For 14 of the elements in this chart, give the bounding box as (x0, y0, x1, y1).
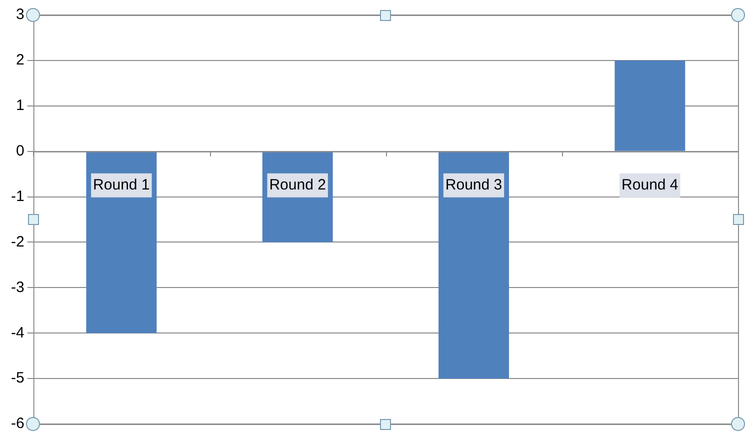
y-tick-label: 0 (16, 142, 24, 160)
y-tick-label: 2 (16, 52, 24, 69)
y-tick-label: -5 (10, 370, 24, 387)
x-tick-label: Round 3 (445, 176, 502, 194)
y-tick-label: -1 (10, 188, 24, 205)
y-tick-label: -6 (10, 415, 24, 432)
y-tick-label: -4 (10, 324, 24, 342)
y-tick-label: -3 (10, 278, 24, 296)
y-tick-label: 1 (16, 97, 24, 114)
y-tick-label: -2 (10, 233, 24, 250)
x-tick-label: Round 2 (269, 176, 326, 194)
x-tick-label: Round 4 (622, 176, 678, 194)
x-tick-label: Round 1 (93, 176, 150, 194)
y-tick-label: 3 (16, 6, 24, 24)
